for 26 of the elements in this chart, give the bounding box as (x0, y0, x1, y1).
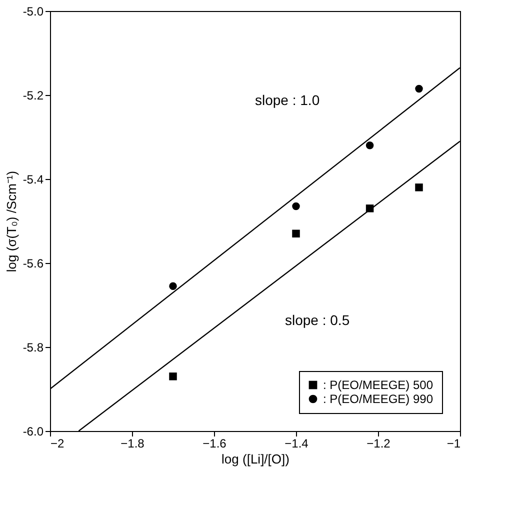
annotation: slope : 1.0 (255, 92, 320, 108)
point (292, 230, 300, 238)
point (366, 204, 374, 212)
y-tick-label: -5.6 (22, 256, 44, 270)
y-tick-label: -5.0 (22, 4, 44, 18)
point (366, 142, 374, 150)
point (169, 282, 177, 290)
point (292, 202, 300, 210)
x-axis-title: log ([Li]/[O]) (222, 452, 290, 466)
x-tick-label: −1.8 (120, 436, 145, 450)
x-tick-label: −2 (50, 436, 65, 450)
point (415, 184, 423, 192)
y-tick-label: -6.0 (22, 424, 44, 438)
y-axis-title: log (σ(T₀) /Scm⁻¹) (4, 170, 19, 272)
point (415, 84, 423, 93)
x-tick-label: −1.4 (284, 436, 309, 450)
point (169, 372, 177, 380)
x-tick-label: −1 (446, 436, 461, 450)
x-tick-label: −1.2 (366, 436, 391, 450)
annotation: slope : 0.5 (285, 312, 350, 328)
x-tick-label: −1.6 (202, 436, 227, 450)
legend-label: : P(EO/MEEGE) 990 (323, 392, 434, 406)
y-tick-label: -5.2 (22, 88, 44, 102)
y-tick-label: -5.4 (22, 172, 44, 186)
legend-label: : P(EO/MEEGE) 500 (323, 378, 434, 392)
y-tick-label: -5.8 (22, 340, 44, 354)
